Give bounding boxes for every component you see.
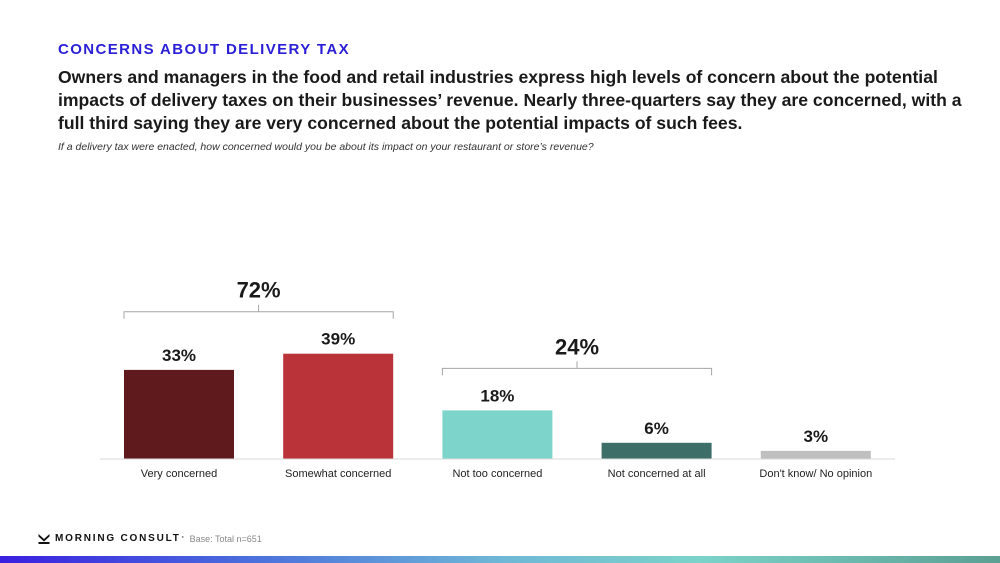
value-labels: 33% 39% 18% 6% 3%: [162, 330, 828, 446]
group-bracket: [123, 304, 394, 319]
group-bracket: [441, 361, 713, 376]
group-total-label: 72%: [237, 278, 281, 303]
bar-chart: 72% 24% Very concerned Somewhat concerned N…: [100, 278, 895, 480]
value-label: 6%: [644, 419, 669, 438]
category-labels: Very concerned Somewhat concerned Not too …: [141, 468, 872, 480]
bars: [124, 353, 871, 459]
value-label: 39%: [321, 330, 355, 349]
section-kicker: CONCERNS ABOUT DELIVERY TAX: [58, 41, 350, 58]
value-label: 3%: [804, 427, 829, 446]
value-label: 18%: [480, 386, 514, 405]
survey-question: If a delivery tax were enacted, how conc…: [58, 141, 594, 153]
brand-logo-text: MORNING CONSULT: [55, 533, 181, 544]
category-label: Somewhat concerned: [285, 468, 391, 480]
base-note: Base: Total n=651: [189, 533, 262, 544]
footer: MORNING CONSULT * Base: Total n=651: [38, 533, 262, 544]
category-label: Very concerned: [141, 468, 217, 480]
value-label: 33%: [162, 346, 196, 365]
category-label: Don't know/ No opinion: [759, 468, 872, 480]
headline: Owners and managers in the food and reta…: [58, 67, 962, 133]
bar: [442, 410, 553, 459]
category-label: Not too concerned: [452, 468, 542, 480]
group-total-label: 24%: [555, 334, 599, 359]
category-label: Not concerned at all: [608, 468, 706, 480]
morning-consult-logo-icon: [38, 534, 50, 544]
bar: [760, 450, 871, 459]
bar: [283, 353, 394, 459]
brand-logo-tm: *: [181, 535, 184, 542]
bar: [124, 369, 234, 459]
group-brackets: 72% 24%: [123, 278, 713, 376]
brand-gradient-bar: [0, 556, 1000, 563]
bar: [601, 442, 712, 459]
